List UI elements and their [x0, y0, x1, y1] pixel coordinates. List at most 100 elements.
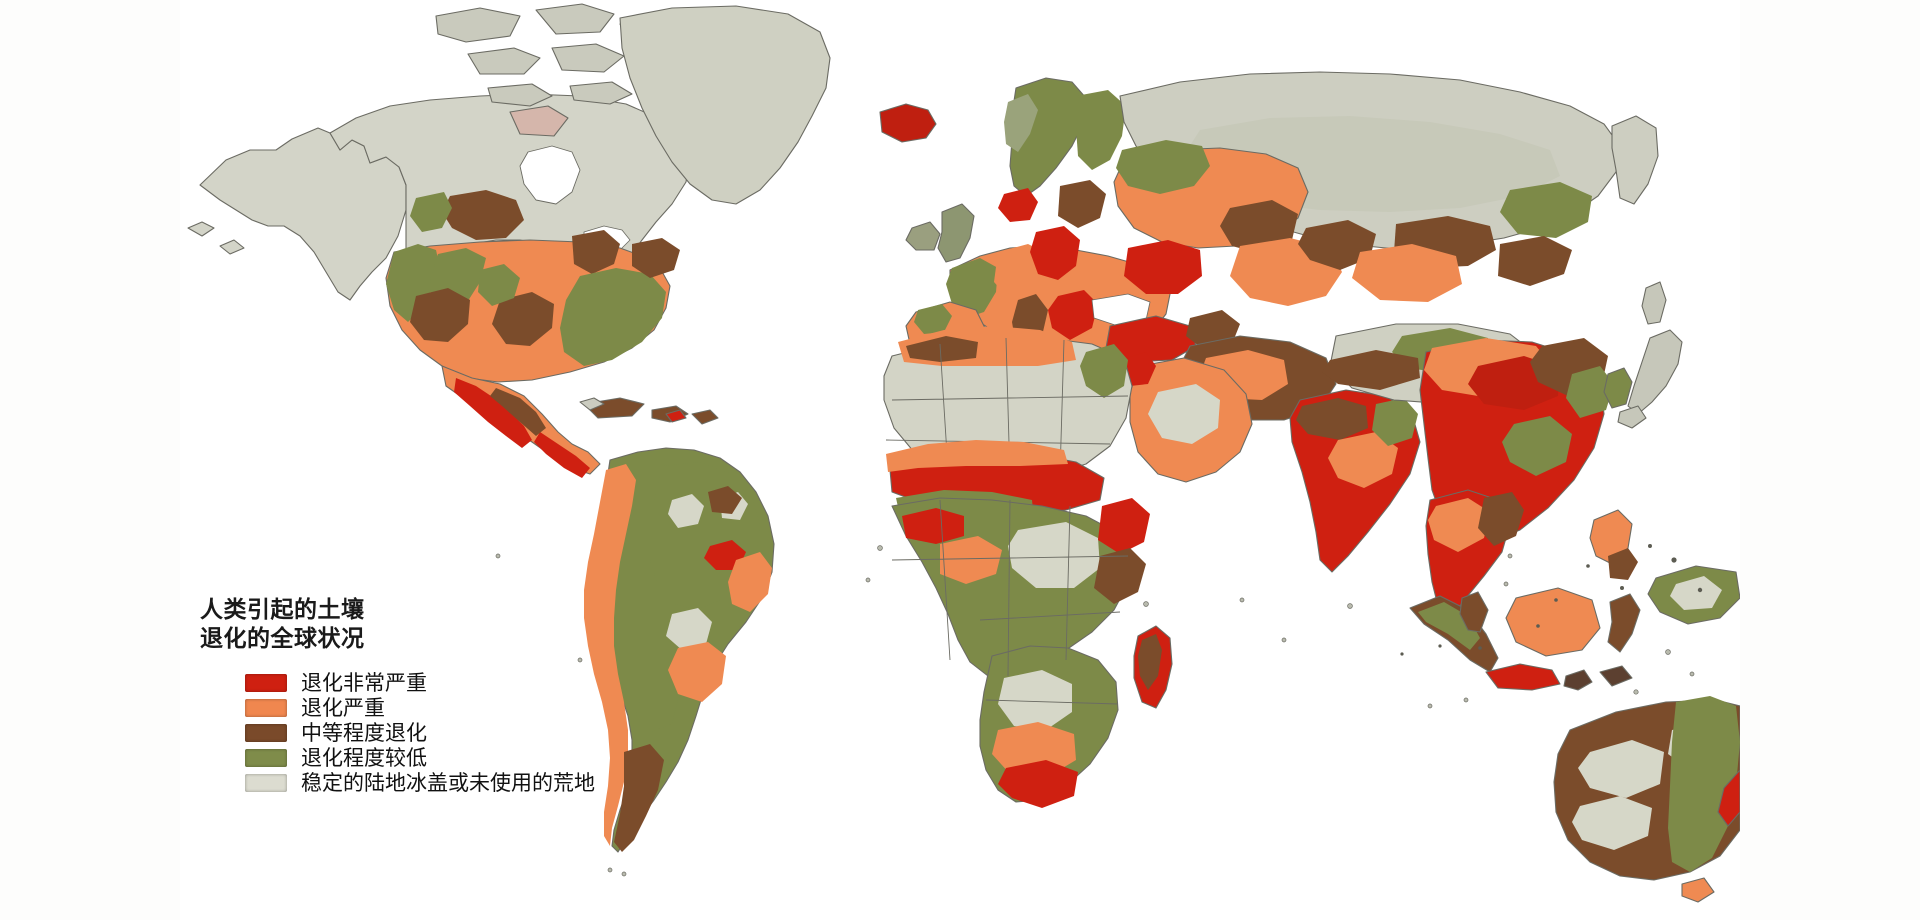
region-baltic-brown — [1058, 180, 1106, 228]
region-india-orange — [1328, 432, 1398, 488]
legend-item-low[interactable]: 退化程度较低 — [200, 746, 670, 771]
legend-item-very-severe[interactable]: 退化非常严重 — [200, 671, 670, 696]
legend-label-low: 退化程度较低 — [301, 745, 427, 770]
region-newguinea-cream — [1670, 576, 1722, 610]
region-mongolia-orange — [1352, 244, 1462, 302]
region-westafrica-red — [902, 508, 964, 544]
region-lesser-sunda — [1563, 665, 1633, 691]
region-france-green — [946, 258, 998, 318]
region-balkans-red — [1048, 290, 1098, 340]
region-japan — [1627, 329, 1683, 415]
misc-islands — [495, 545, 1695, 877]
map-legend: 人类引起的土壤 退化的全球状况 退化非常严重 退化严重 中等程度退化 退化程度较… — [200, 596, 670, 796]
region-alaska — [199, 127, 407, 301]
region-usa-ne-brown — [632, 238, 680, 278]
region-australia-east-green — [1668, 696, 1740, 872]
legend-swatch-very-severe — [245, 674, 287, 693]
region-britain — [937, 203, 975, 263]
region-australia-cream-1 — [1578, 740, 1664, 798]
region-sa-west-orange — [584, 464, 636, 846]
region-usa-brown-2 — [410, 288, 470, 342]
region-congo-cream — [1008, 522, 1100, 588]
legend-item-severe[interactable]: 退化严重 — [200, 696, 670, 721]
region-eastafrica-brown — [1094, 548, 1146, 604]
region-tasmania — [1681, 877, 1715, 903]
legend-item-stable[interactable]: 稳定的陆地冰盖或未使用的荒地 — [200, 771, 670, 796]
region-kamchatka — [1611, 115, 1659, 205]
region-usa-brown-4 — [572, 230, 620, 274]
pacific-island-specks — [1400, 544, 1703, 656]
region-newzealand-north — [1717, 769, 1740, 827]
region-eastafrica-red — [1098, 498, 1150, 554]
region-sa-orange-east — [728, 552, 772, 612]
region-ukraine-red — [1124, 240, 1202, 294]
region-aleutians — [187, 221, 245, 255]
region-sa-cream-chaco — [666, 608, 712, 650]
region-usa-mid-green — [478, 264, 520, 306]
region-farEast-brown — [1498, 236, 1572, 286]
region-sa-brown-1 — [708, 486, 742, 514]
region-usa-brown-1 — [442, 190, 524, 240]
region-china-coast-green — [1566, 366, 1614, 418]
region-greenland — [619, 5, 831, 205]
region-iberia-green — [914, 304, 952, 334]
legend-title: 人类引起的土壤 退化的全球状况 — [200, 597, 365, 653]
region-sa-patagonia-brown — [614, 744, 664, 852]
region-philippines-2 — [1608, 548, 1638, 580]
region-sakhalin — [1641, 281, 1667, 325]
legend-item-moderate[interactable]: 中等程度退化 — [200, 721, 670, 746]
region-usa-east-green — [560, 268, 666, 366]
region-kalahari-cream — [998, 670, 1072, 730]
region-finland-green — [1076, 90, 1126, 170]
region-farEast-green — [1500, 182, 1592, 238]
region-denmark-red — [998, 188, 1038, 222]
region-borneo — [1505, 587, 1601, 657]
region-madagascar-brown — [1138, 634, 1162, 690]
region-seasia-brown — [1478, 492, 1524, 546]
region-eurussia-green — [1116, 140, 1210, 194]
legend-label-stable: 稳定的陆地冰盖或未使用的荒地 — [301, 770, 595, 795]
region-mexico-red — [454, 378, 532, 448]
region-sahel-orange — [886, 440, 1068, 472]
region-poland-red — [1030, 226, 1080, 280]
region-korea — [1603, 367, 1633, 409]
region-centralam-red — [534, 432, 590, 478]
region-maghreb-brown — [906, 336, 978, 362]
region-kazakh-brown — [1298, 220, 1376, 270]
legend-swatch-stable — [245, 774, 287, 793]
world-map-svg — [180, 0, 1740, 920]
region-usa-pacific-green — [386, 244, 440, 322]
legend-swatch-moderate — [245, 724, 287, 743]
africa-borders — [891, 499, 1129, 705]
region-india-brown — [1296, 398, 1368, 440]
region-nile-green — [1080, 344, 1128, 398]
legend-label-moderate: 中等程度退化 — [301, 720, 427, 745]
legend-swatch-severe — [245, 699, 287, 718]
region-japan-south — [1617, 405, 1647, 429]
region-caribbean — [579, 397, 719, 425]
region-sulawesi — [1607, 593, 1641, 653]
region-sa-orange-pampas — [668, 642, 726, 702]
legend-label-severe: 退化严重 — [301, 695, 385, 720]
world-map — [180, 0, 1740, 920]
region-norway-coast — [1004, 94, 1038, 152]
region-southafrica-red — [998, 760, 1078, 808]
region-sa-amazon-cream1 — [668, 494, 704, 528]
region-seasia-orange — [1428, 498, 1490, 552]
hudson-bay — [519, 145, 581, 205]
region-usa-brown-3 — [492, 292, 554, 346]
region-sa-green-pampas — [636, 684, 678, 732]
region-usa-north-green — [410, 192, 452, 232]
region-java — [1485, 663, 1561, 691]
region-india-green — [1372, 398, 1418, 446]
region-ireland — [905, 221, 941, 251]
region-arabia-cream — [1148, 384, 1220, 444]
region-china-south-green — [1502, 416, 1572, 476]
region-himalaya-brown — [1322, 350, 1420, 390]
legend-swatch-low — [245, 749, 287, 768]
legend-label-very-severe: 退化非常严重 — [301, 670, 427, 695]
region-sahara-lines — [885, 337, 1129, 479]
legend-items: 退化非常严重 退化严重 中等程度退化 退化程度较低 稳定的陆地冰盖或未使用的荒地 — [200, 671, 670, 796]
region-iceland — [879, 103, 937, 143]
